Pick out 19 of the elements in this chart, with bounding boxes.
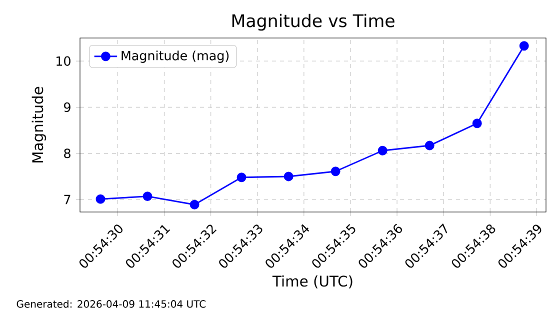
x-axis-title: Time (UTC) bbox=[272, 275, 352, 288]
y-tick-label: 10 bbox=[56, 56, 70, 66]
chart-title: Magnitude vs Time bbox=[232, 14, 394, 31]
point bbox=[330, 166, 340, 176]
point bbox=[378, 146, 388, 156]
point bbox=[190, 200, 200, 210]
point bbox=[236, 172, 246, 182]
point bbox=[424, 140, 434, 150]
point bbox=[472, 118, 482, 128]
y-axis-title: Magnitude bbox=[32, 86, 46, 162]
point bbox=[519, 41, 529, 51]
y-tick-label: 8 bbox=[64, 148, 70, 158]
point bbox=[284, 172, 294, 182]
text: Generated: 2026-04-09 11:45:04 UTC bbox=[16, 300, 206, 308]
point bbox=[142, 192, 152, 202]
legend-label: Magnitude (mag) bbox=[122, 50, 229, 63]
y-tick-label: 7 bbox=[64, 194, 70, 204]
y-tick-label: 9 bbox=[64, 102, 70, 112]
point bbox=[96, 194, 106, 204]
